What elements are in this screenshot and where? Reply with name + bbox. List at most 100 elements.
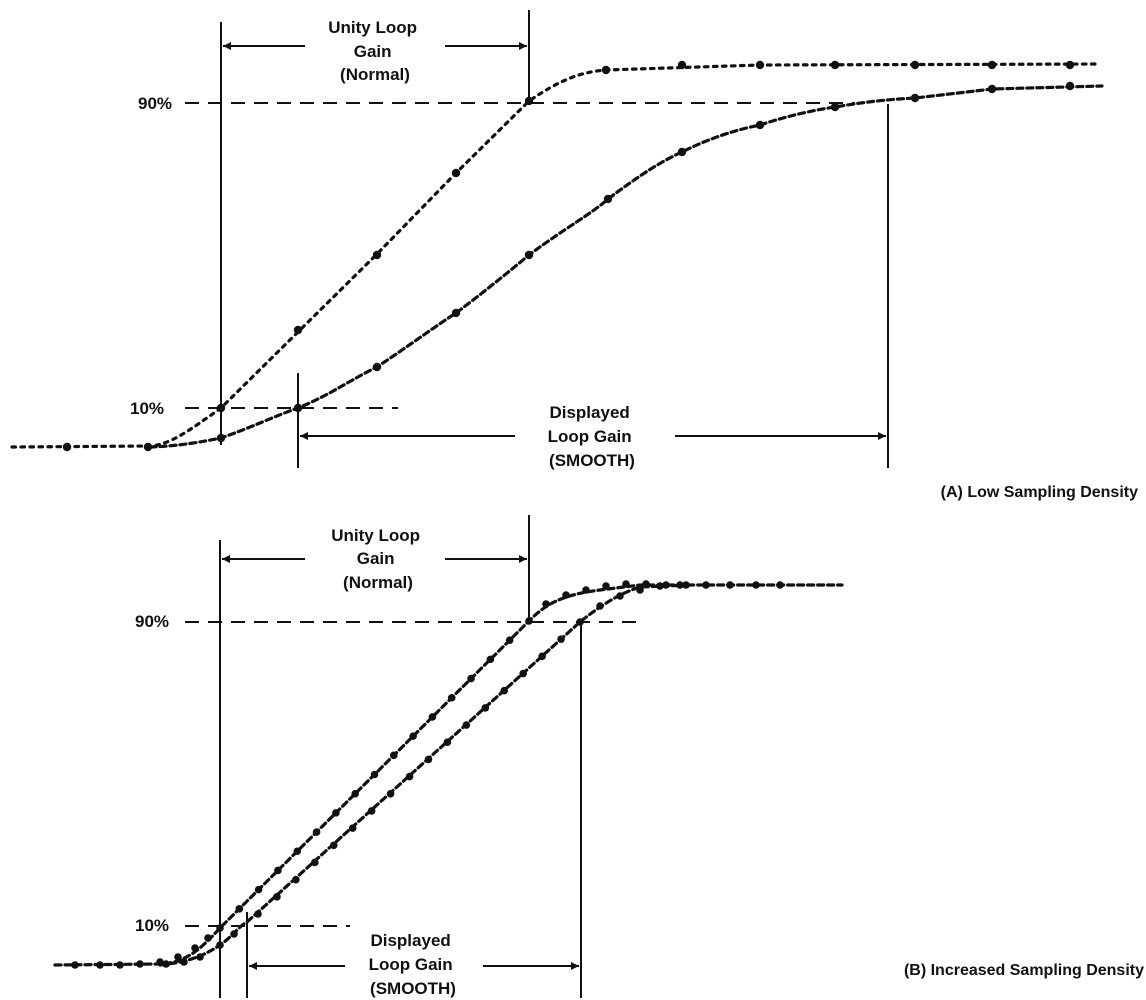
panel-b-normal-sample-dot (293, 847, 302, 856)
panel-b-smooth-sample-dot (481, 704, 490, 712)
panel-a-90-label: 90% (138, 94, 172, 113)
panel-b-normal-sample-dot (204, 934, 212, 942)
panel-b-normal-sample-dot (136, 960, 144, 968)
panel-b-smooth-sample-dot (636, 586, 644, 594)
panel-b-normal-sample-dot (116, 961, 124, 969)
panel-b-normal-sample-dot (642, 580, 650, 588)
panel-b-normal-sample-dot (562, 591, 570, 599)
panel-a-smooth-sample-dot (372, 362, 382, 372)
panel-b-smooth-sample-dot (538, 652, 546, 661)
panel-b-90-label: 90% (135, 612, 169, 631)
panel-b-unity-label: Unity Loop Gain (Normal) (331, 526, 425, 592)
panel-b-normal-sample-dot (602, 582, 610, 590)
panel-a-normal-curve (10, 62, 1102, 449)
panel-b-normal-sample-dot (505, 636, 514, 644)
panel-a-normal-sample-dot (755, 60, 765, 70)
panel-a-unity-line2: Gain (354, 42, 392, 61)
panel-b-normal-sample-dot (752, 581, 760, 589)
panel-b-normal-curve (53, 583, 844, 967)
panel-a-smooth-samples (216, 81, 1075, 443)
panel-b-normal-sample-dot (71, 961, 79, 969)
panel-b-smooth-sample-dot (443, 738, 452, 747)
panel-b-smooth-label: Displayed Loop Gain (SMOOTH) (369, 931, 458, 998)
panel-a-normal-sample-dot (372, 250, 382, 260)
panel-a-unity-line1: Unity Loop (328, 18, 417, 37)
panel-a-smooth-sample-dot (216, 433, 226, 443)
panel-a-smooth-curve (148, 84, 1104, 449)
panel-a-smooth-sample-dot (524, 250, 534, 260)
panel-a-normal-samples (62, 60, 1075, 452)
panel-b-smooth-sample-dot (216, 941, 224, 949)
panel-b-normal-sample-dot (486, 655, 495, 664)
panel-a-normal-sample-dot (293, 325, 303, 335)
panel-a-unity-line3: (Normal) (340, 65, 410, 84)
panel-a-smooth-sample-dot (987, 84, 997, 94)
panel-b-smooth-sample-dot (576, 618, 584, 626)
panel-b-normal-sample-dot (312, 828, 321, 836)
panel-b-normal-sample-dot (96, 961, 104, 969)
panel-a-smooth-sample-dot (755, 120, 765, 130)
panel-b: 90% 10% Unity Loop Gain (Normal) Display… (53, 515, 1144, 998)
panel-a-smooth-sample-dot (830, 102, 840, 112)
panel-b-normal-sample-dot (351, 789, 359, 798)
panel-a-smooth-sample-dot (677, 147, 687, 157)
panel-b-normal-sample-dot (776, 581, 784, 589)
panel-b-smooth-line2: Loop Gain (369, 955, 453, 974)
panel-b-normal-sample-dot (332, 809, 340, 817)
panel-b-smooth-sample-dot (386, 789, 395, 798)
panel-b-smooth-sample-dot (348, 824, 357, 832)
panel-b-smooth-sample-dot (676, 581, 684, 589)
panel-b-normal-sample-dot (726, 581, 734, 589)
panel-b-smooth-sample-dot (519, 669, 527, 678)
panel-b-normal-sample-dot (274, 866, 282, 875)
panel-b-normal-sample-dot (582, 586, 590, 594)
panel-b-smooth-sample-dot (596, 602, 604, 610)
panel-b-smooth-sample-dot (273, 893, 281, 901)
panel-b-normal-samples (71, 580, 784, 969)
panel-a: 90% 10% Unity Loop Gain (Normal) Display… (10, 10, 1138, 501)
panel-b-normal-sample-dot (447, 693, 456, 702)
panel-a-smooth-sample-dot (1065, 81, 1075, 91)
panel-a-normal-sample-dot (143, 442, 153, 452)
panel-b-smooth-sample-dot (230, 930, 238, 938)
panel-b-caption: (B) Increased Sampling Density (904, 962, 1144, 979)
panel-b-normal-sample-dot (390, 751, 398, 760)
panel-b-normal-sample-dot (428, 713, 437, 721)
panel-b-unity-line1: Unity Loop (331, 526, 420, 545)
panel-b-smooth-samples (162, 581, 684, 968)
panel-a-smooth-sample-dot (603, 194, 613, 204)
panel-a-10-label: 10% (130, 399, 164, 418)
panel-a-smooth-sample-dot (910, 93, 920, 103)
panel-b-normal-sample-dot (156, 958, 164, 966)
panel-b-normal-sample-dot (174, 953, 182, 961)
panel-a-smooth-sample-dot (451, 308, 461, 318)
panel-b-smooth-line3: (SMOOTH) (370, 979, 456, 998)
panel-b-smooth-sample-dot (311, 858, 319, 867)
panel-b-10-label: 10% (135, 916, 169, 935)
panel-b-smooth-sample-dot (656, 582, 664, 590)
panel-b-normal-sample-dot (662, 581, 670, 589)
panel-b-smooth-sample-dot (180, 958, 188, 966)
panel-a-normal-sample-dot (216, 403, 226, 413)
panel-b-normal-sample-dot (622, 580, 630, 588)
panel-a-smooth-label: Displayed Loop Gain (SMOOTH) (548, 403, 637, 470)
panel-a-caption: (A) Low Sampling Density (941, 484, 1138, 501)
panel-a-normal-sample-dot (987, 60, 997, 70)
panel-b-smooth-sample-dot (162, 960, 170, 968)
panel-b-smooth-sample-dot (405, 772, 414, 781)
panel-b-normal-sample-dot (467, 674, 475, 683)
panel-a-normal-sample-dot (601, 65, 611, 75)
panel-b-normal-sample-dot (525, 617, 533, 625)
panel-a-normal-sample-dot (451, 168, 461, 178)
panel-a-normal-sample-dot (62, 442, 72, 452)
panel-a-normal-sample-dot (910, 60, 920, 70)
panel-b-normal-sample-dot (254, 885, 263, 894)
panel-b-smooth-sample-dot (196, 953, 204, 961)
panel-b-smooth-line1: Displayed (370, 931, 450, 950)
panel-b-smooth-sample-dot (292, 875, 300, 884)
panel-b-smooth-sample-dot (616, 592, 624, 600)
panel-b-normal-sample-dot (191, 944, 199, 952)
panel-b-normal-sample-dot (409, 732, 417, 740)
panel-a-unity-label: Unity Loop Gain (Normal) (328, 18, 422, 84)
